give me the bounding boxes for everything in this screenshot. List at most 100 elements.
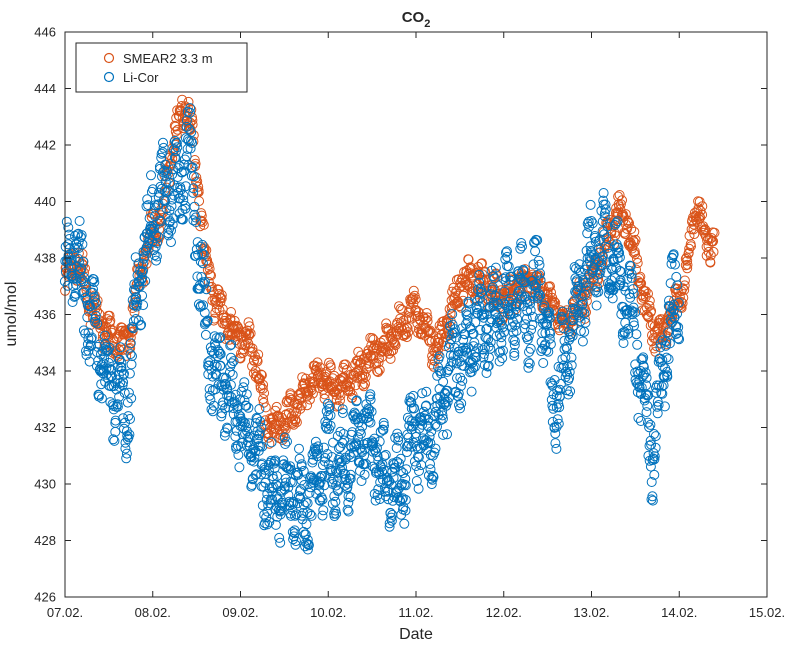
data-point xyxy=(456,280,467,291)
data-point xyxy=(222,422,232,433)
data-point xyxy=(417,419,428,430)
data-point xyxy=(413,483,424,494)
data-point xyxy=(473,261,484,272)
data-point xyxy=(90,297,101,308)
data-point xyxy=(557,306,568,317)
data-point xyxy=(303,540,314,551)
data-point xyxy=(255,416,266,427)
data-point xyxy=(272,511,283,522)
data-point xyxy=(77,239,88,250)
data-point xyxy=(438,376,449,387)
data-point xyxy=(78,276,89,287)
data-point xyxy=(508,308,519,319)
data-point xyxy=(502,246,512,257)
data-point xyxy=(537,281,548,291)
data-point xyxy=(518,266,529,276)
data-point xyxy=(188,183,199,194)
data-point xyxy=(458,334,469,345)
chart-title-subscript: 2 xyxy=(424,18,430,30)
data-point xyxy=(474,269,485,280)
data-point xyxy=(598,188,609,198)
data-point xyxy=(400,505,411,516)
data-point xyxy=(456,274,467,285)
data-point xyxy=(459,361,469,371)
data-point xyxy=(642,417,653,428)
data-point xyxy=(158,137,168,148)
data-point xyxy=(369,433,380,444)
data-point xyxy=(582,228,593,239)
data-point xyxy=(426,479,437,490)
data-point xyxy=(359,469,370,480)
x-tick-label: 07.02. xyxy=(47,605,83,620)
data-point xyxy=(673,297,684,308)
data-point xyxy=(107,325,118,335)
data-point xyxy=(545,281,555,292)
data-point xyxy=(442,367,453,377)
data-point xyxy=(215,349,226,359)
data-point xyxy=(498,345,508,356)
data-point xyxy=(275,505,286,516)
data-point xyxy=(226,339,237,350)
data-point xyxy=(166,237,176,248)
data-point xyxy=(188,171,199,182)
data-point xyxy=(162,211,173,222)
data-point xyxy=(477,344,488,355)
data-point xyxy=(523,357,534,368)
data-point xyxy=(512,313,523,324)
data-point xyxy=(202,264,213,275)
data-point xyxy=(132,297,143,308)
data-point xyxy=(466,386,477,397)
data-point xyxy=(121,453,132,464)
data-point xyxy=(393,432,404,443)
data-point xyxy=(327,498,338,509)
data-point xyxy=(199,278,210,289)
data-point xyxy=(188,215,199,226)
data-point xyxy=(260,402,271,413)
data-point xyxy=(428,472,439,482)
data-point xyxy=(160,159,171,170)
data-point xyxy=(522,306,533,317)
data-point xyxy=(602,221,613,232)
data-point xyxy=(215,360,226,371)
data-point xyxy=(552,414,563,425)
data-point xyxy=(205,394,216,405)
data-point xyxy=(151,251,162,262)
data-point xyxy=(260,468,271,479)
data-point xyxy=(164,216,175,227)
data-point xyxy=(543,346,554,357)
data-point xyxy=(93,391,104,402)
data-point xyxy=(151,255,162,266)
data-point xyxy=(433,343,444,354)
data-point xyxy=(235,394,245,405)
data-point xyxy=(76,263,87,274)
data-point xyxy=(280,477,291,488)
data-point xyxy=(460,345,471,356)
data-point xyxy=(423,437,434,448)
data-point xyxy=(601,233,612,244)
data-point xyxy=(364,411,375,422)
data-point xyxy=(186,136,197,146)
data-point xyxy=(679,275,690,286)
data-point xyxy=(325,362,336,373)
data-point xyxy=(375,426,386,437)
data-point xyxy=(337,462,347,473)
data-point xyxy=(313,441,323,452)
data-point xyxy=(570,273,581,284)
data-point xyxy=(302,498,313,509)
data-point xyxy=(349,407,360,418)
data-point xyxy=(189,201,200,212)
data-point xyxy=(612,253,623,264)
data-point xyxy=(88,284,98,295)
data-point xyxy=(496,332,507,343)
data-point xyxy=(580,317,591,328)
data-point xyxy=(641,372,652,383)
data-point xyxy=(413,327,424,338)
data-point xyxy=(632,339,643,350)
data-point xyxy=(270,519,281,530)
data-point xyxy=(185,107,196,118)
data-point xyxy=(153,231,164,242)
data-point xyxy=(374,494,385,504)
data-point xyxy=(293,491,304,502)
data-point xyxy=(243,402,254,413)
data-point xyxy=(162,166,172,177)
